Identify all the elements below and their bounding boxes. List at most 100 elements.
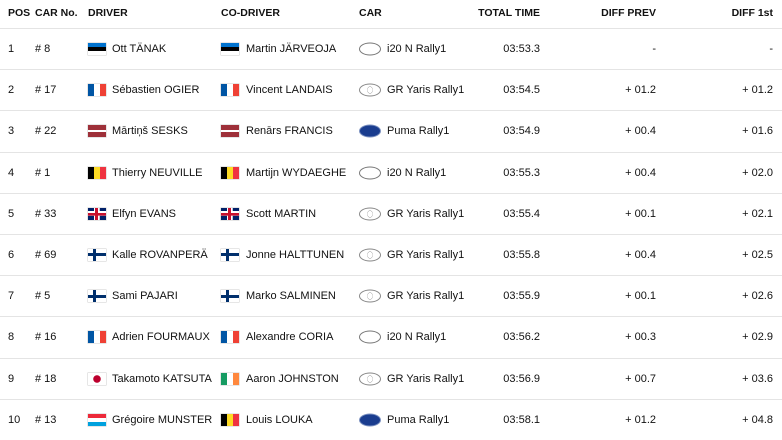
car: GR Yaris Rally1 <box>387 290 465 303</box>
co-driver: Alexandre CORIA <box>246 331 334 344</box>
co-driver-flag <box>221 43 239 56</box>
car-logo <box>359 124 381 138</box>
result-row: 8 # 16 Adrien FOURMAUX Alexandre CORIA i20 N… <box>0 316 782 357</box>
diff-first: - <box>769 43 773 56</box>
co-driver-flag <box>221 290 239 303</box>
position: 10 <box>8 413 21 426</box>
total-time: 03:56.9 <box>503 372 540 385</box>
car: GR Yaris Rally1 <box>387 84 465 97</box>
header: CAR <box>359 7 382 19</box>
driver-flag <box>88 207 106 220</box>
result-row: 5 # 33 Elfyn EVANS Scott MARTIN GR Yaris Ral… <box>0 192 782 234</box>
car-logo <box>359 166 381 180</box>
total-time: 03:55.3 <box>503 166 540 179</box>
driver-flag <box>88 125 106 138</box>
co-driver: Scott MARTIN <box>246 207 317 220</box>
co-driver-flag <box>221 125 239 138</box>
driver: Mārtiņš SESKS <box>112 125 188 138</box>
header: CO-DRIVER <box>221 7 280 19</box>
driver: Kalle ROVANPERÄ <box>112 249 208 262</box>
total-time: 03:55.9 <box>503 290 540 303</box>
car-logo <box>359 207 381 221</box>
header: DIFF 1st <box>731 7 773 19</box>
position: 8 <box>8 331 15 344</box>
co-driver: Marko SALMINEN <box>246 290 336 303</box>
car-number: # 18 <box>35 372 57 385</box>
driver-flag <box>88 249 106 262</box>
position: 3 <box>8 125 15 138</box>
driver-flag <box>88 372 106 385</box>
co-driver-flag <box>221 331 239 344</box>
car: i20 N Rally1 <box>387 166 447 179</box>
diff-first: + 04.8 <box>742 413 773 426</box>
co-driver: Jonne HALTTUNEN <box>246 249 345 262</box>
co-driver: Louis LOUKA <box>246 413 313 426</box>
co-driver: Aaron JOHNSTON <box>246 372 339 385</box>
result-row: 2 # 17 Sébastien OGIER Vincent LANDAIS GR Ya… <box>0 69 782 110</box>
driver-flag <box>88 331 106 344</box>
position: 4 <box>8 166 15 179</box>
car: GR Yaris Rally1 <box>387 372 465 385</box>
driver: Sébastien OGIER <box>112 84 200 97</box>
co-driver-flag <box>221 372 239 385</box>
diff-prev: + 00.4 <box>625 125 656 138</box>
diff-prev: + 00.4 <box>625 249 656 262</box>
total-time: 03:58.1 <box>503 413 540 426</box>
co-driver-flag <box>221 166 239 179</box>
result-row: 3 # 22 Mārtiņš SESKS Renārs FRANCIS Puma Ral… <box>0 110 782 151</box>
co-driver-flag <box>221 413 239 426</box>
total-time: 03:55.4 <box>503 207 540 220</box>
diff-first: + 02.5 <box>742 249 773 262</box>
diff-first: + 02.1 <box>742 207 773 220</box>
car-number: # 8 <box>35 43 51 56</box>
header: POS <box>8 7 31 19</box>
driver: Grégoire MUNSTER <box>112 413 213 426</box>
co-driver: Vincent LANDAIS <box>246 84 333 97</box>
car: i20 N Rally1 <box>387 43 447 56</box>
diff-first: + 02.0 <box>742 166 773 179</box>
diff-first: + 03.6 <box>742 372 773 385</box>
car-logo <box>359 289 381 303</box>
car-logo <box>359 248 381 262</box>
table-body: 1 # 8 Ott TÄNAK Martin JÄRVEOJA i20 N Rally1… <box>0 28 782 440</box>
car-logo <box>359 330 381 344</box>
driver: Ott TÄNAK <box>112 43 167 56</box>
header: TOTAL TIME <box>478 7 540 19</box>
diff-prev: + 01.2 <box>625 84 656 97</box>
position: 5 <box>8 207 15 220</box>
total-time: 03:55.8 <box>503 249 540 262</box>
diff-prev: + 00.3 <box>625 331 656 344</box>
driver-flag <box>88 290 106 303</box>
diff-prev: + 00.1 <box>625 290 656 303</box>
car-number: # 1 <box>35 166 51 179</box>
car-logo <box>359 372 381 386</box>
car-number: # 13 <box>35 413 57 426</box>
result-row: 4 # 1 Thierry NEUVILLE Martijn WYDAEGHE i20 … <box>0 151 782 193</box>
co-driver-flag <box>221 207 239 220</box>
co-driver: Renārs FRANCIS <box>246 125 333 138</box>
car-number: # 5 <box>35 290 51 303</box>
position: 2 <box>8 84 15 97</box>
diff-first: + 02.6 <box>742 290 773 303</box>
header: DIFF PREV <box>601 7 656 19</box>
driver-flag <box>88 413 106 426</box>
driver: Sami PAJARI <box>112 290 178 303</box>
driver: Takamoto KATSUTA <box>112 372 212 385</box>
diff-first: + 01.2 <box>742 84 773 97</box>
diff-prev: + 00.1 <box>625 207 656 220</box>
position: 1 <box>8 43 15 56</box>
diff-prev: + 00.4 <box>625 166 656 179</box>
position: 6 <box>8 249 15 262</box>
co-driver: Martijn WYDAEGHE <box>246 166 347 179</box>
car: Puma Rally1 <box>387 413 450 426</box>
diff-prev: - <box>652 43 656 56</box>
total-time: 03:53.3 <box>503 43 540 56</box>
total-time: 03:56.2 <box>503 331 540 344</box>
table-header: POS CAR No. DRIVER CO-DRIVER CAR TOTAL T… <box>0 0 782 28</box>
co-driver-flag <box>221 84 239 97</box>
result-row: 6 # 69 Kalle ROVANPERÄ Jonne HALTTUNEN GR Ya… <box>0 233 782 275</box>
driver: Thierry NEUVILLE <box>112 166 203 179</box>
car-number: # 16 <box>35 331 57 344</box>
